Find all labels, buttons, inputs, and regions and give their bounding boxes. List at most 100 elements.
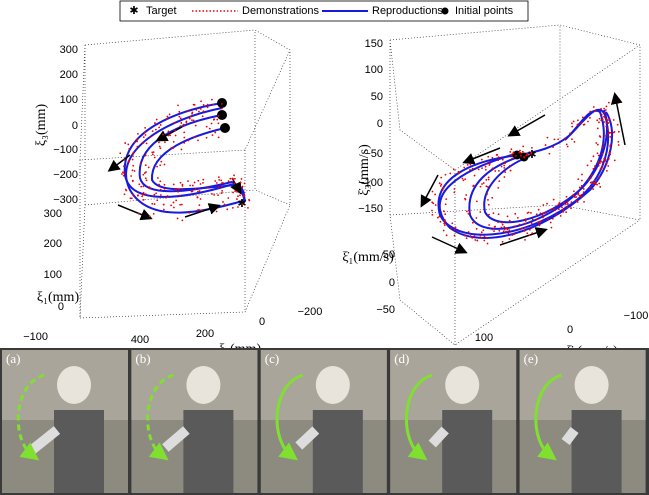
demonstration-dot [202,110,205,113]
demonstration-dot [220,103,223,105]
demonstration-dot [571,125,574,128]
demonstration-dot [486,186,489,188]
flow-arrow [155,126,183,142]
demonstration-dot [170,204,173,207]
demonstration-dot [156,165,159,168]
demonstration-dot [601,152,604,155]
demonstration-dot [603,121,606,123]
demonstration-dot [123,193,126,196]
demonstration-dot [497,159,500,162]
panel-label: (b) [135,351,150,366]
demonstration-dot [214,180,217,182]
demonstration-dot [598,135,601,137]
demonstration-dot [443,224,446,226]
demonstration-dot [145,171,147,173]
demonstration-dot [162,208,165,211]
demonstration-dot [175,199,178,202]
demonstration-dot [129,197,132,200]
demonstration-dot [202,178,205,181]
demonstration-dot [530,227,533,229]
demonstration-dot [188,211,191,214]
tick-label: 0 [259,316,265,328]
demonstration-dot [123,172,126,175]
demonstration-dot [142,142,145,144]
demonstration-dot [128,147,131,150]
demonstration-dot [438,215,441,218]
demonstration-dot [480,158,483,161]
demonstration-dot [561,206,563,209]
flow-arrow [184,203,221,218]
demonstration-dot [536,218,539,220]
demonstration-dot [130,175,133,177]
demonstration-dot [434,204,437,206]
demonstration-dot [505,227,508,230]
demonstration-dot [596,127,599,130]
demonstration-dot [566,145,569,148]
demonstration-dot [485,178,488,181]
robot-body [312,410,363,493]
demonstration-dot [216,118,219,121]
demonstration-dot [582,188,585,190]
demonstration-dot [220,185,223,188]
demonstration-dot [454,226,457,229]
legend-entry: Initial points [455,5,514,17]
demonstration-dot [463,166,466,169]
demonstration-dot [497,156,500,159]
demonstration-dot [486,242,489,245]
demonstration-dot [609,131,612,134]
demonstration-dot [218,178,221,181]
demonstration-dot [445,234,448,237]
demonstration-dot [223,203,226,206]
demonstration-dot [501,223,504,226]
demonstration-dot [492,212,495,215]
demonstration-dot [603,115,605,118]
demonstration-dot [148,187,151,190]
demonstration-dot [196,209,199,212]
demonstration-dot [493,230,495,233]
demonstration-dot [221,107,223,110]
robot-head [445,366,480,404]
demonstration-dot [431,209,433,212]
demonstration-dot [485,237,488,239]
demonstration-dot [522,145,525,148]
demonstration-dot [217,136,220,139]
demonstration-dot [148,186,151,188]
demonstration-dot [236,198,238,200]
legend-entry: Demonstrations [242,5,320,17]
legend: ✱ Target Demonstrations Reproductions In… [119,0,529,22]
demonstration-dot [587,120,589,123]
legend-entry: Target [146,5,177,17]
demonstration-dot [136,138,139,141]
demonstration-dot [151,153,154,156]
demonstration-dot [541,214,544,216]
demonstration-dot [504,162,506,165]
photo-strip: (a) (b) (c) (d) (e) [0,348,649,495]
demonstration-dot [125,189,128,192]
demonstration-dot [142,185,145,188]
demonstration-dot [196,196,199,199]
demonstration-dot [210,122,213,125]
demonstration-dot [467,213,470,215]
demonstration-dot [515,154,517,157]
demonstration-dot [528,234,531,237]
demonstration-dot [217,122,220,125]
demonstration-dot [149,136,152,139]
demonstration-dot [473,235,476,237]
demonstration-dot [445,198,448,200]
demonstration-dot [154,128,157,131]
demonstration-dot [589,186,591,189]
demonstration-dot [132,151,135,154]
demonstration-dot [202,181,204,184]
demonstration-dot [232,191,235,194]
demonstration-dot [173,188,176,191]
demonstration-dot [503,225,506,228]
demonstration-dot [217,114,220,117]
demonstration-dot [465,237,468,240]
demonstration-dot [475,227,478,230]
demonstration-dot [549,221,552,224]
demonstration-dot [179,117,182,120]
demonstration-dot [546,217,549,220]
demonstration-dot [468,210,471,213]
demonstration-dot [542,212,545,215]
